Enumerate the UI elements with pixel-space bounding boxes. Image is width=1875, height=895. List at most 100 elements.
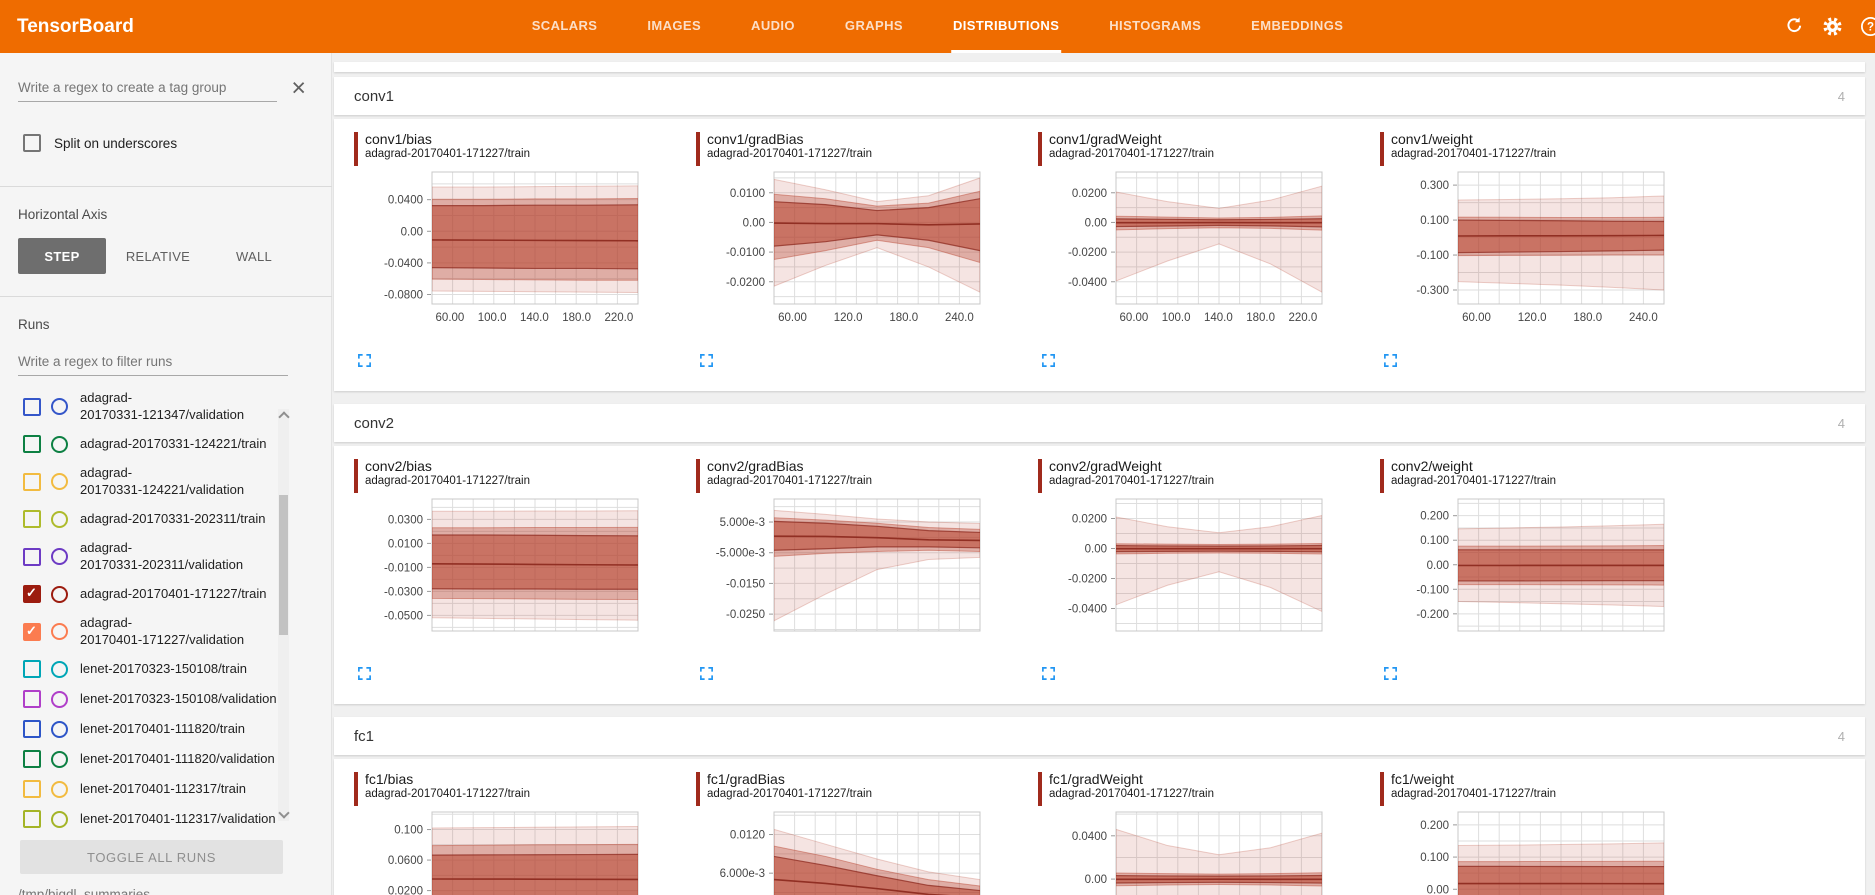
fullscreen-icon[interactable]	[1041, 353, 1056, 368]
run-checkbox[interactable]	[23, 585, 41, 603]
run-item[interactable]: adagrad-20170331-124221/train	[23, 435, 282, 453]
run-item[interactable]: lenet-20170401-111820/train	[23, 720, 282, 738]
svg-text:-0.0300: -0.0300	[384, 586, 423, 598]
distribution-plot[interactable]: 0.0300 0.0100 -0.0100 -0.0300 -0.0500	[348, 495, 648, 641]
run-color-circle	[51, 623, 68, 640]
svg-text:-0.0400: -0.0400	[384, 258, 423, 270]
charts-row: fc1/bias adagrad-20170401-171227/train 0.1…	[348, 771, 1865, 895]
fullscreen-icon[interactable]	[699, 353, 714, 368]
chart-actions	[1041, 666, 1374, 686]
distribution-plot[interactable]: 5.000e-3 -5.000e-3 -0.0150 -0.0250	[690, 495, 990, 641]
tab-audio[interactable]: AUDIO	[751, 17, 795, 33]
group-header-conv2[interactable]: conv2 4	[334, 404, 1865, 442]
svg-text:240.0: 240.0	[945, 312, 974, 324]
svg-text:180.0: 180.0	[562, 312, 591, 324]
distribution-plot[interactable]: 0.300 0.100 -0.100 -0.300 60.00 120.0 180.0 240…	[1374, 168, 1674, 328]
group-header-conv1[interactable]: conv1 4	[334, 77, 1865, 115]
run-item[interactable]: lenet-20170323-150108/validation	[23, 690, 282, 708]
distribution-plot[interactable]: 0.0100 0.00 -0.0100 -0.0200 60.00 120.0 180.0 2…	[690, 168, 990, 328]
distribution-plot[interactable]: 0.0200 0.00 -0.0200 -0.0400	[1032, 495, 1332, 641]
axis-option-wall[interactable]: WALL	[235, 248, 273, 264]
run-item[interactable]: adagrad-20170401-171227/train	[23, 585, 282, 603]
tab-scalars[interactable]: SCALARS	[531, 17, 598, 33]
fullscreen-icon[interactable]	[1041, 666, 1056, 681]
distribution-card: fc1/gradWeight adagrad-20170401-171227/tr…	[1032, 771, 1374, 895]
run-checkbox[interactable]	[23, 472, 41, 491]
run-checkbox[interactable]	[23, 690, 41, 708]
run-checkbox[interactable]	[23, 810, 41, 828]
fullscreen-icon[interactable]	[1383, 666, 1398, 681]
close-icon[interactable]: ×	[291, 74, 306, 102]
svg-text:-0.0400: -0.0400	[1068, 604, 1107, 616]
svg-text:-0.0100: -0.0100	[726, 247, 765, 259]
svg-text:-0.0400: -0.0400	[1068, 277, 1107, 289]
run-checkbox[interactable]	[23, 547, 41, 566]
scrollbar-thumb[interactable]	[279, 495, 288, 635]
main-content: conv1 4 conv1/bias adagrad-20170401-171227/…	[332, 53, 1875, 895]
run-item[interactable]: adagrad- 20170331-121347/validation	[23, 390, 282, 423]
run-item[interactable]: adagrad-20170401-171227/validation	[23, 615, 282, 648]
tab-images[interactable]: IMAGES	[647, 17, 702, 33]
help-icon[interactable]: ?	[1860, 16, 1875, 37]
distribution-card: conv2/gradWeight adagrad-20170401-171227/…	[1032, 458, 1374, 704]
chart-run-name: adagrad-20170401-171227/train	[1391, 475, 1556, 487]
svg-text:180.0: 180.0	[1573, 312, 1602, 324]
run-checkbox[interactable]	[23, 660, 41, 678]
axis-option-relative[interactable]: RELATIVE	[125, 248, 191, 264]
svg-text:0.00: 0.00	[1085, 217, 1107, 229]
scroll-down-icon[interactable]	[278, 807, 290, 819]
run-checkbox[interactable]	[23, 720, 41, 738]
run-item[interactable]: lenet-20170323-150108/train	[23, 660, 282, 678]
fullscreen-icon[interactable]	[1383, 353, 1398, 368]
chart-actions	[357, 666, 690, 686]
run-checkbox[interactable]	[23, 435, 41, 453]
distribution-card: conv2/gradBias adagrad-20170401-171227/tr…	[690, 458, 1032, 704]
run-checkbox[interactable]	[23, 397, 41, 416]
run-item[interactable]: adagrad- 20170331-124221/validation	[23, 465, 282, 498]
fullscreen-icon[interactable]	[699, 666, 714, 681]
chart-actions	[1041, 353, 1374, 373]
runs-scrollbar[interactable]	[278, 409, 290, 821]
scroll-up-icon[interactable]	[278, 411, 290, 423]
toggle-all-runs-button[interactable]: TOGGLE ALL RUNS	[20, 840, 283, 874]
chart-run-name: adagrad-20170401-171227/train	[1391, 788, 1556, 800]
chart-head: fc1/gradWeight adagrad-20170401-171227/tr…	[1038, 771, 1374, 808]
run-item[interactable]: lenet-20170401-112317/train	[23, 780, 282, 798]
chart-actions	[699, 666, 1032, 686]
svg-text:-0.0200: -0.0200	[726, 277, 765, 289]
refresh-icon[interactable]	[1784, 16, 1805, 37]
run-checkbox[interactable]	[23, 780, 41, 798]
run-checkbox[interactable]	[23, 622, 41, 641]
tab-histograms[interactable]: HISTOGRAMS	[1109, 17, 1202, 33]
topbar: TensorBoard SCALARS IMAGES AUDIO GRAPHS DIST…	[0, 0, 1875, 53]
fullscreen-icon[interactable]	[357, 666, 372, 681]
run-item[interactable]: lenet-20170401-111820/validation	[23, 750, 282, 768]
fullscreen-icon[interactable]	[357, 353, 372, 368]
split-underscores-checkbox[interactable]: Split on underscores	[23, 134, 314, 152]
run-color-marker	[1380, 772, 1384, 806]
tab-distributions[interactable]: DISTRIBUTIONS	[950, 0, 1062, 53]
group-header-fc1[interactable]: fc1 4	[334, 717, 1865, 755]
run-checkbox[interactable]	[23, 750, 41, 768]
run-item[interactable]: adagrad-20170331-202311/train	[23, 510, 282, 528]
run-checkbox[interactable]	[23, 510, 41, 528]
chart-title: conv2/weight	[1391, 458, 1473, 474]
svg-text:0.0600: 0.0600	[388, 855, 423, 867]
tab-embeddings[interactable]: EMBEDDINGS	[1251, 17, 1344, 33]
runs-filter-input[interactable]	[18, 348, 288, 376]
distribution-plot[interactable]: 0.200 0.100 0.00 -0.100 -0.200	[1374, 495, 1674, 641]
run-item[interactable]: lenet-20170401-112317/validation	[23, 810, 282, 828]
run-name: lenet-20170401-112317/train	[80, 780, 247, 796]
axis-option-step[interactable]: STEP	[18, 238, 106, 274]
settings-icon[interactable]	[1822, 16, 1843, 37]
distribution-plot[interactable]: 0.0200 0.00 -0.0200 -0.0400 60.00 100.0 140.0 1…	[1032, 168, 1332, 328]
distribution-plot[interactable]: 0.0400 0.00 -0.0400 -0.0800 60.00 100.0 140.0 1…	[348, 168, 648, 328]
svg-text:0.00: 0.00	[1427, 560, 1449, 572]
tab-graphs[interactable]: GRAPHS	[844, 17, 903, 33]
run-item[interactable]: adagrad- 20170331-202311/validation	[23, 540, 282, 573]
tag-regex-input[interactable]	[18, 74, 278, 102]
